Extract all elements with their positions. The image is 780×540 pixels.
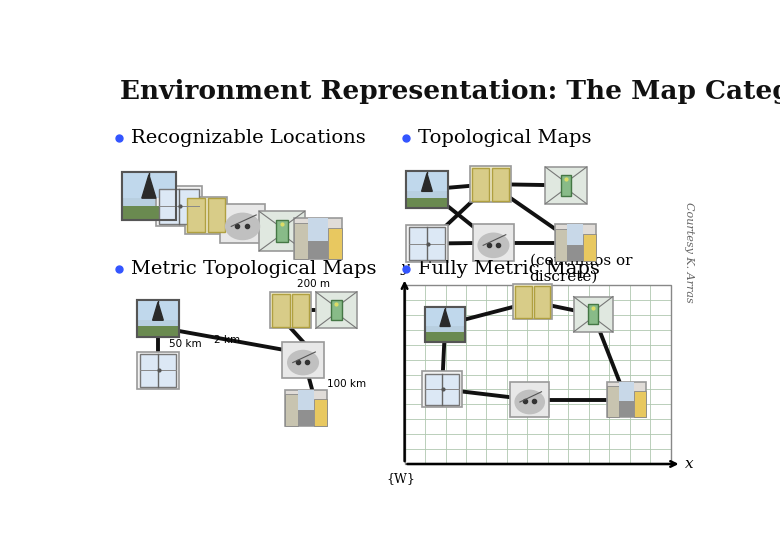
Bar	[282, 342, 324, 379]
Bar	[473, 225, 514, 261]
Bar	[573, 296, 613, 332]
Bar	[308, 241, 328, 259]
Ellipse shape	[287, 350, 319, 375]
Bar	[406, 198, 448, 208]
Bar	[425, 307, 465, 327]
Bar	[405, 285, 671, 464]
Text: Environment Representation: The Map Categories: Environment Representation: The Map Cate…	[120, 79, 780, 104]
Bar	[122, 172, 176, 220]
Text: (continuos or
discrete): (continuos or discrete)	[530, 253, 633, 284]
Bar	[137, 327, 179, 337]
Bar	[425, 307, 465, 342]
Bar	[159, 189, 199, 224]
Bar	[137, 352, 179, 389]
Bar	[472, 167, 489, 200]
Text: x: x	[685, 457, 693, 471]
Polygon shape	[153, 302, 163, 320]
Bar	[470, 166, 511, 202]
Bar	[406, 225, 448, 262]
Bar	[122, 206, 176, 220]
Bar	[545, 167, 587, 204]
Bar	[207, 199, 225, 232]
Bar	[298, 410, 314, 426]
Bar	[583, 234, 596, 261]
Bar	[409, 227, 445, 260]
Ellipse shape	[477, 233, 509, 258]
Bar	[607, 382, 646, 417]
Bar	[308, 218, 328, 241]
Bar	[515, 286, 531, 318]
Bar	[285, 394, 298, 426]
Bar	[331, 300, 342, 320]
Text: 2 km: 2 km	[215, 335, 240, 345]
Bar	[122, 172, 176, 198]
Bar	[137, 300, 179, 337]
Bar	[423, 372, 462, 407]
Bar	[294, 223, 308, 259]
Bar	[607, 386, 619, 417]
Bar	[271, 292, 311, 328]
Bar	[122, 172, 176, 220]
Ellipse shape	[514, 390, 545, 414]
Bar	[406, 171, 448, 208]
Text: 50 km: 50 km	[168, 340, 201, 349]
Bar	[294, 218, 342, 259]
Bar	[634, 390, 646, 417]
Bar	[137, 300, 179, 337]
Text: Recognizable Locations: Recognizable Locations	[131, 129, 366, 146]
Bar	[137, 300, 179, 320]
Bar	[220, 204, 265, 244]
Bar	[406, 171, 448, 191]
Bar	[567, 225, 583, 245]
Bar	[619, 401, 634, 417]
Bar	[328, 228, 342, 259]
Bar	[272, 294, 289, 327]
Bar	[187, 199, 205, 232]
Text: y: y	[400, 261, 409, 275]
Text: Topological Maps: Topological Maps	[418, 129, 591, 146]
Bar	[157, 186, 202, 226]
Polygon shape	[142, 175, 156, 198]
Bar	[561, 175, 571, 195]
Bar	[513, 284, 552, 320]
Text: Courtesy K. Arras: Courtesy K. Arras	[684, 201, 694, 302]
Bar	[314, 399, 327, 426]
Bar	[567, 245, 583, 261]
Bar	[491, 167, 509, 200]
Bar	[406, 171, 448, 208]
Bar	[425, 333, 465, 342]
Ellipse shape	[225, 213, 261, 240]
Bar	[316, 292, 356, 328]
Text: 100 km: 100 km	[328, 379, 367, 389]
Bar	[619, 382, 634, 401]
Bar	[259, 211, 304, 251]
Text: Metric Topological Maps: Metric Topological Maps	[131, 260, 376, 278]
Polygon shape	[422, 173, 432, 191]
Bar	[555, 229, 567, 261]
Text: Fully Metric Maps: Fully Metric Maps	[418, 260, 606, 278]
Bar	[425, 374, 459, 404]
Bar	[276, 220, 288, 242]
Bar	[510, 382, 549, 417]
Bar	[534, 286, 551, 318]
Bar	[185, 197, 228, 234]
Polygon shape	[440, 309, 450, 327]
Bar	[425, 307, 465, 342]
Bar	[555, 225, 596, 261]
Bar	[298, 389, 314, 410]
Text: 200 m: 200 m	[297, 279, 330, 289]
Bar	[588, 305, 598, 324]
Text: {W}: {W}	[387, 472, 416, 485]
Bar	[140, 354, 176, 387]
Bar	[285, 389, 327, 426]
Bar	[292, 294, 310, 327]
